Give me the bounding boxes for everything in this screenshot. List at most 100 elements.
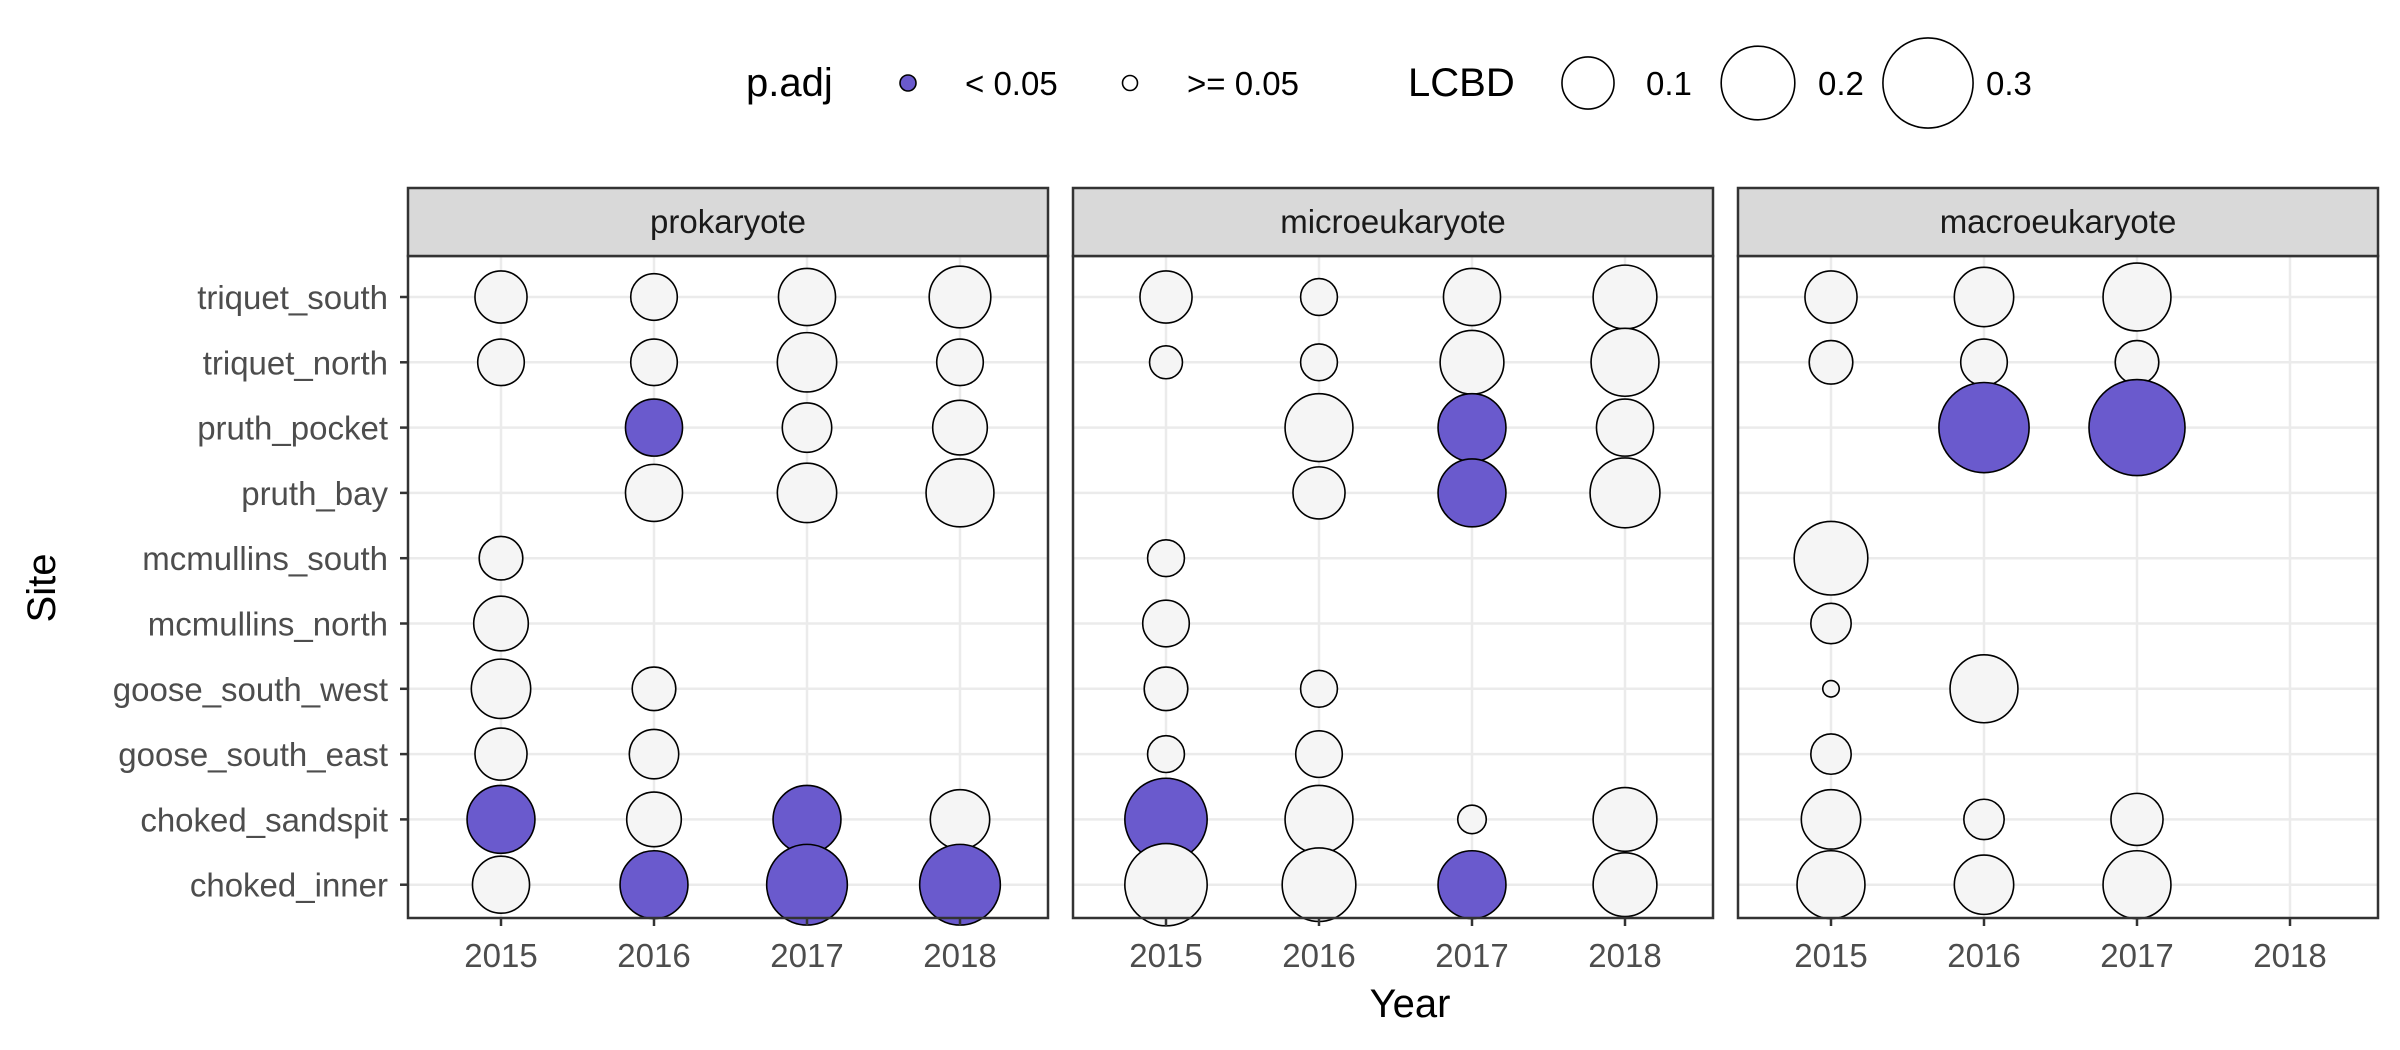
data-point-choked_inner-2016 — [1281, 847, 1357, 923]
data-point-pruth_pocket-2018 — [931, 399, 989, 456]
data-point-pruth_bay-2016 — [624, 463, 684, 523]
y-tick-label: goose_south_west — [113, 671, 388, 708]
data-point-choked_inner-2015 — [1124, 842, 1208, 927]
data-point-choked_sandspit-2017 — [2110, 792, 2164, 847]
x-tick-label: 2017 — [2100, 937, 2173, 974]
data-point-triquet_south-2018 — [1592, 264, 1658, 330]
data-point-triquet_north-2017 — [776, 331, 838, 393]
data-point-goose_south_east-2016 — [1294, 730, 1344, 779]
x-tick-label: 2015 — [464, 937, 537, 974]
data-point-choked_sandspit-2016 — [1963, 798, 2005, 841]
data-point-choked_sandspit-2018 — [1592, 786, 1658, 853]
data-point-goose_south_east-2015 — [474, 727, 528, 781]
legend-fill-title: p.adj — [746, 61, 833, 105]
data-point-pruth_pocket-2017 — [1437, 392, 1507, 463]
facet-panels: prokaryote 2015 2016 2017 2018 microeukaryote… — [406, 186, 2380, 974]
y-axis-title: Site — [20, 554, 64, 623]
legend-size-key — [1720, 45, 1796, 121]
data-point-choked_sandspit-2015 — [466, 784, 536, 855]
data-point-mcmullins_south-2015 — [1793, 520, 1869, 596]
x-tick-label: 2015 — [1129, 937, 1202, 974]
data-point-pruth_pocket-2016 — [624, 398, 684, 457]
y-tick-label: pruth_bay — [241, 475, 388, 512]
x-tick-label: 2018 — [923, 937, 996, 974]
data-point-pruth_bay-2017 — [776, 462, 838, 524]
data-point-goose_south_east-2015 — [1810, 733, 1852, 776]
data-point-triquet_south-2016 — [1299, 277, 1339, 317]
data-point-choked_sandspit-2016 — [625, 791, 683, 848]
x-tick-label: 2016 — [1282, 937, 1355, 974]
data-point-mcmullins_south-2015 — [478, 535, 524, 581]
y-tick-label: triquet_north — [203, 344, 388, 381]
data-point-choked_inner-2017 — [765, 843, 849, 926]
data-point-goose_south_west-2015 — [1143, 666, 1189, 712]
y-axis: choked_inner choked_sandspit goose_south_e… — [113, 279, 408, 904]
y-tick-label: goose_south_east — [118, 736, 388, 773]
data-point-pruth_pocket-2017 — [2088, 378, 2186, 477]
panel-prokaryote: prokaryote 2015 2016 2017 2018 — [406, 186, 1050, 974]
data-point-choked_sandspit-2018 — [929, 788, 991, 850]
data-point-goose_south_west-2016 — [631, 666, 677, 712]
data-point-pruth_pocket-2018 — [1595, 398, 1655, 457]
facet-label: microeukaryote — [1280, 203, 1506, 240]
data-point-choked_inner-2016 — [1953, 854, 2015, 916]
data-point-pruth_bay-2018 — [925, 458, 995, 528]
data-point-choked_sandspit-2017 — [1456, 804, 1488, 835]
legend: p.adj LCBD < 0.05 >= 0.05 0.1 0.2 0.3 — [746, 37, 2032, 129]
legend-size-key — [1882, 37, 1974, 129]
facet-strip — [406, 186, 1050, 258]
data-point-goose_south_west-2015 — [470, 658, 532, 720]
data-point-triquet_south-2015 — [1804, 270, 1858, 324]
legend-fill-label: >= 0.05 — [1187, 65, 1299, 102]
data-point-choked_inner-2018 — [918, 843, 1002, 926]
panel-microeukaryote: microeukaryote 2015 2016 2017 2018 — [1071, 186, 1715, 974]
legend-fill-key — [1121, 74, 1139, 92]
data-point-triquet_north-2018 — [1590, 327, 1660, 398]
legend-fill-key — [899, 74, 917, 92]
data-point-mcmullins_north-2015 — [1810, 602, 1852, 645]
x-tick-label: 2018 — [1588, 937, 1661, 974]
data-point-triquet_south-2015 — [1139, 270, 1193, 324]
data-point-triquet_south-2017 — [1442, 267, 1502, 327]
legend-size-label: 0.3 — [1986, 65, 2032, 102]
y-tick-label: pruth_pocket — [197, 410, 388, 447]
data-point-triquet_south-2017 — [777, 267, 837, 327]
x-tick-label: 2016 — [1947, 937, 2020, 974]
data-point-triquet_north-2016 — [1959, 338, 2009, 387]
data-point-choked_inner-2016 — [619, 849, 689, 920]
data-point-triquet_north-2017 — [2114, 339, 2160, 385]
data-point-triquet_south-2017 — [2102, 262, 2172, 332]
data-point-triquet_north-2015 — [1808, 339, 1854, 385]
data-point-triquet_north-2017 — [1439, 329, 1505, 395]
data-point-goose_south_west-2016 — [1949, 654, 2019, 724]
legend-fill-label: < 0.05 — [965, 65, 1058, 102]
data-point-choked_inner-2015 — [1796, 849, 1866, 920]
data-point-triquet_south-2018 — [928, 265, 992, 329]
data-point-triquet_north-2016 — [629, 338, 679, 387]
x-tick-label: 2018 — [2253, 937, 2326, 974]
data-point-mcmullins_north-2015 — [1141, 599, 1191, 648]
x-tick-label: 2017 — [770, 937, 843, 974]
data-point-triquet_south-2016 — [629, 272, 679, 322]
data-point-pruth_pocket-2016 — [1938, 381, 2030, 474]
y-tick-label: mcmullins_north — [148, 606, 388, 643]
data-point-goose_south_west-2016 — [1299, 669, 1339, 709]
data-point-pruth_bay-2018 — [1589, 457, 1661, 529]
data-point-pruth_pocket-2016 — [1284, 392, 1354, 463]
facet-label: prokaryote — [650, 203, 806, 240]
data-point-choked_inner-2017 — [1437, 849, 1507, 920]
legend-size-label: 0.1 — [1646, 65, 1692, 102]
data-point-choked_inner-2015 — [471, 855, 531, 915]
data-point-choked_inner-2017 — [2102, 849, 2172, 920]
legend-size-key — [1561, 56, 1615, 110]
y-tick-label: choked_inner — [190, 867, 388, 904]
data-point-triquet_south-2016 — [1953, 266, 2015, 328]
data-point-pruth_bay-2017 — [1437, 458, 1507, 528]
data-point-goose_south_east-2015 — [1146, 734, 1186, 774]
data-point-goose_south_east-2016 — [628, 728, 680, 780]
data-point-choked_sandspit-2016 — [1284, 784, 1354, 855]
x-tick-label: 2016 — [617, 937, 690, 974]
data-point-pruth_pocket-2017 — [781, 402, 833, 454]
legend-size-title: LCBD — [1408, 61, 1515, 105]
